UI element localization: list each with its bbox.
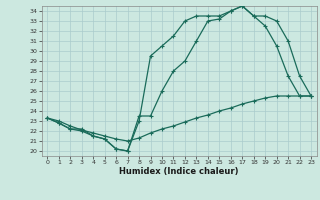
X-axis label: Humidex (Indice chaleur): Humidex (Indice chaleur) — [119, 167, 239, 176]
